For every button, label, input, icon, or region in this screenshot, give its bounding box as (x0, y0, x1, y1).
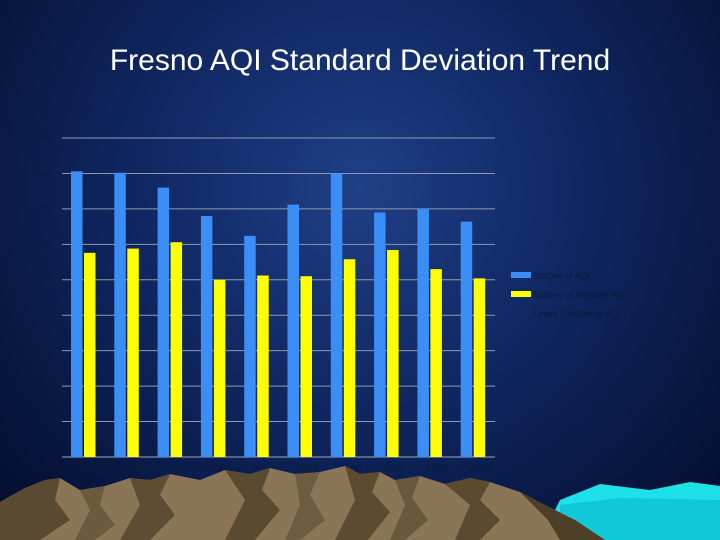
bar-stddev-aqi-2006 (330, 173, 343, 457)
y-tick-label: 35 (41, 204, 53, 215)
slide-title: Fresno AQI Standard Deviation Trend (109, 44, 611, 77)
legend-swatch (511, 291, 531, 297)
chart-legend: StdDev of AQI StdDev of adjusted AQI Linea… (511, 271, 627, 319)
x-tick-label: 2002 (166, 464, 189, 475)
x-tick-label: 2001 (123, 464, 146, 475)
bar-stddev-aqi-2007 (374, 212, 386, 457)
bar-stddev-adjusted-aqi-2009 (473, 278, 486, 457)
legend-label: Linear (StdDev of AQI ) (533, 309, 626, 319)
bar-stddev-aqi-2005 (287, 204, 299, 457)
bar-stddev-adjusted-aqi-2000 (84, 252, 96, 457)
bar-stddev-aqi-2008 (417, 208, 429, 457)
bar-stddev-aqi-2001 (114, 172, 126, 458)
y-tick-label: 20 (41, 311, 53, 322)
bar-stddev-adjusted-aqi-2002 (170, 242, 183, 457)
legend-swatch (511, 272, 531, 278)
y-tick-label: 25 (41, 275, 53, 286)
bar-stddev-adjusted-aqi-2003 (213, 279, 226, 457)
x-tick-label: 2004 (253, 464, 276, 475)
bar-stddev-adjusted-aqi-2001 (127, 248, 139, 457)
bar-stddev-adjusted-aqi-2006 (343, 259, 356, 457)
y-tick-label: 15 (41, 346, 53, 357)
bar-stddev-adjusted-aqi-2008 (430, 269, 442, 457)
y-tick-label: 45 (41, 134, 53, 145)
legend-label: StdDev of AQI (533, 271, 590, 281)
y-tick-label: 30 (41, 240, 53, 251)
y-axis-ticks: 0 5 10 15 20 25 30 35 40 45 (41, 134, 53, 464)
y-tick-label: 0 (46, 453, 52, 464)
bar-stddev-adjusted-aqi-2007 (387, 250, 399, 457)
bar-stddev-aqi-2003 (200, 215, 213, 457)
bar-stddev-adjusted-aqi-2004 (257, 275, 269, 457)
x-tick-label: 2005 (296, 464, 319, 475)
y-tick-label: 5 (46, 417, 52, 428)
x-tick-label: 2003 (209, 464, 232, 475)
bar-stddev-aqi-2000 (71, 171, 83, 457)
x-tick-label: 2009 (469, 464, 492, 475)
chart-bars (71, 171, 486, 458)
x-tick-label: 2007 (383, 464, 406, 475)
legend-label: StdDev of adjusted AQI (533, 290, 627, 300)
bar-stddev-aqi-2002 (157, 187, 170, 457)
y-tick-label: 10 (41, 382, 53, 393)
mountain-landscape (0, 466, 720, 540)
y-tick-label: 40 (41, 169, 53, 180)
chart-grid (62, 137, 495, 458)
bar-stddev-aqi-2004 (244, 235, 256, 457)
x-tick-label: 2000 (80, 464, 103, 475)
bar-stddev-aqi-2009 (460, 221, 473, 457)
bar-stddev-adjusted-aqi-2005 (300, 276, 312, 457)
x-tick-label: 2008 (426, 464, 449, 475)
